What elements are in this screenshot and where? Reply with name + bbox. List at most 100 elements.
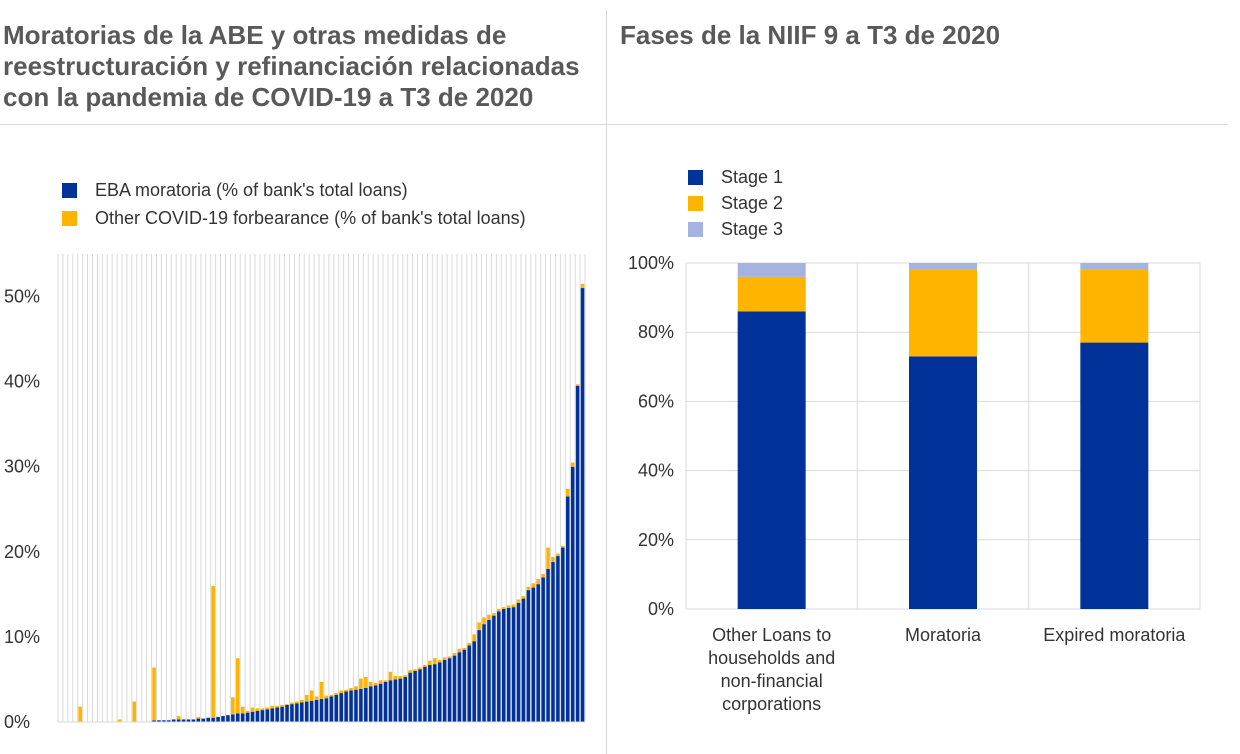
eba-moratoria-bar (378, 683, 383, 722)
right-y-tick-label: 40% (638, 461, 674, 481)
eba-moratoria-bar (497, 611, 501, 722)
left-chart-legend: EBA moratoria (% of bank's total loans) … (62, 176, 526, 232)
other-forbearance-bar (368, 682, 373, 687)
eba-moratoria-bar (433, 664, 437, 722)
other-forbearance-bar (492, 613, 496, 616)
right-y-tick-label: 80% (638, 322, 674, 342)
stage-2-bar (909, 269, 977, 357)
legend-swatch-other-forbearance (62, 210, 77, 226)
right-bar-chart: 0% 20% 40% 60% 80% 100% Other Loans to househol… (628, 253, 1201, 714)
eba-moratoria-bar (383, 682, 388, 722)
other-forbearance-bar (373, 682, 378, 686)
eba-moratoria-bar (329, 696, 334, 722)
eba-moratoria-bar (501, 608, 506, 722)
other-forbearance-bar (408, 670, 412, 673)
legend-label-stage-2: Stage 2 (721, 192, 784, 213)
eba-moratoria-bar (280, 706, 284, 722)
other-forbearance-bar (536, 579, 540, 585)
other-forbearance-bar (556, 553, 560, 557)
eba-moratoria-bar (167, 720, 171, 722)
eba-moratoria-bar (206, 717, 210, 722)
eba-moratoria-bar (240, 713, 245, 722)
eba-moratoria-bar (575, 385, 580, 722)
other-forbearance-bar (309, 690, 314, 701)
eba-moratoria-bar (388, 680, 393, 722)
eba-moratoria-bar (506, 607, 511, 722)
other-forbearance-bar (270, 705, 275, 709)
legend-swatch-stage-2 (688, 195, 703, 211)
other-forbearance-bar (255, 708, 260, 711)
eba-moratoria-bar (339, 693, 343, 722)
other-forbearance-bar (78, 706, 82, 722)
panel-divider-vertical (606, 10, 607, 754)
left-y-tick-label: 40% (4, 372, 40, 392)
eba-moratoria-bar (354, 689, 358, 722)
eba-moratoria-bar (403, 676, 408, 722)
other-forbearance-bar (378, 680, 383, 684)
stage-2-bar (737, 276, 806, 312)
eba-moratoria-bar (191, 719, 196, 722)
other-forbearance-bar (506, 605, 511, 608)
eba-moratoria-bar (300, 702, 304, 722)
other-forbearance-bar (482, 617, 486, 625)
eba-moratoria-bar (477, 630, 481, 722)
eba-moratoria-bar (250, 711, 255, 722)
other-forbearance-bar (561, 545, 565, 548)
stage-2-bar (1080, 269, 1149, 343)
eba-moratoria-bar (255, 710, 260, 722)
eba-moratoria-bar (162, 720, 166, 722)
legend-label-eba-moratoria: EBA moratoria (% of bank's total loans) (95, 179, 408, 200)
eba-moratoria-bar (457, 652, 462, 722)
other-forbearance-bar (324, 695, 329, 699)
other-forbearance-bar (413, 669, 417, 671)
eba-moratoria-bar (290, 704, 294, 722)
eba-moratoria-bar (235, 713, 240, 722)
legend-label-other-forbearance: Other COVID-19 forbearance (% of bank's … (95, 207, 526, 228)
other-forbearance-bar (117, 719, 122, 722)
other-forbearance-bar (452, 653, 457, 656)
eba-moratoria-bar (275, 707, 279, 722)
eba-moratoria-bar (334, 694, 339, 722)
other-forbearance-bar (196, 716, 201, 719)
other-forbearance-bar (290, 702, 294, 705)
other-forbearance-bar (403, 675, 408, 677)
eba-moratoria-bar (231, 714, 235, 722)
eba-moratoria-bar (171, 719, 176, 722)
right-y-tick-label: 100% (628, 253, 674, 273)
other-forbearance-bar (472, 634, 476, 642)
eba-moratoria-bar (408, 672, 412, 722)
eba-moratoria-bar (359, 688, 363, 722)
eba-moratoria-bar (201, 718, 206, 722)
right-y-tick-label: 20% (638, 530, 674, 550)
other-forbearance-bar (551, 556, 555, 563)
other-forbearance-bar (575, 384, 580, 386)
eba-moratoria-bar (447, 658, 452, 722)
other-forbearance-bar (487, 614, 491, 620)
other-forbearance-bar (152, 667, 156, 721)
eba-moratoria-bar (295, 703, 299, 722)
other-forbearance-bar (364, 676, 368, 688)
right-y-tick-label: 60% (638, 391, 674, 411)
other-forbearance-bar (344, 689, 348, 692)
eba-moratoria-bar (526, 590, 531, 722)
other-forbearance-bar (245, 710, 250, 713)
eba-moratoria-bar (565, 496, 570, 722)
eba-moratoria-bar (304, 701, 309, 722)
eba-moratoria-bar (521, 598, 526, 722)
legend-label-stage-3: Stage 3 (721, 218, 784, 239)
eba-moratoria-bar (157, 720, 161, 722)
other-forbearance-bar (437, 659, 442, 663)
other-forbearance-bar (329, 694, 334, 697)
eba-moratoria-bar (226, 715, 230, 722)
stage-1-bar (909, 356, 977, 609)
other-forbearance-bar (393, 676, 398, 680)
eba-moratoria-bar (580, 288, 585, 722)
eba-moratoria-bar (437, 662, 442, 722)
stage-3-bar (1080, 263, 1149, 270)
eba-moratoria-bar (467, 645, 472, 722)
stage-3-bar (909, 263, 977, 270)
eba-moratoria-bar (570, 466, 575, 722)
other-forbearance-bar (295, 701, 299, 704)
eba-moratoria-bar (309, 700, 314, 722)
other-forbearance-bar (211, 585, 215, 718)
